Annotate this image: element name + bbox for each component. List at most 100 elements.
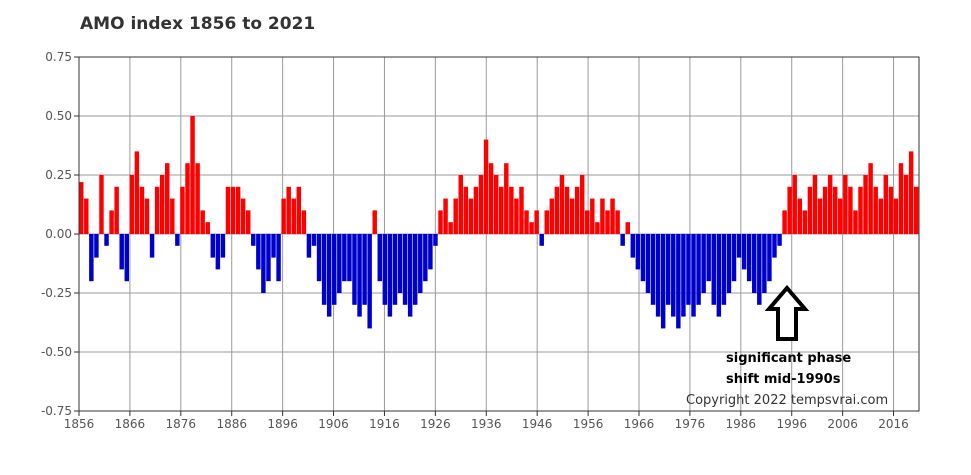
bar (514, 198, 519, 234)
bar (185, 163, 190, 234)
bar (777, 234, 782, 246)
bar (326, 234, 332, 317)
bar (407, 234, 413, 317)
bar (731, 234, 737, 282)
bar (544, 210, 549, 234)
bar (736, 234, 742, 258)
bar (337, 234, 342, 293)
chart-title: AMO index 1856 to 2021 (80, 14, 316, 34)
bar (134, 151, 140, 234)
bar (210, 234, 216, 258)
bar (579, 175, 585, 234)
bar (412, 234, 418, 305)
bar (529, 222, 534, 234)
bar (438, 210, 443, 234)
bar (721, 234, 727, 305)
bar (99, 175, 104, 234)
bar (129, 175, 135, 234)
bar (139, 186, 145, 234)
bar (767, 234, 772, 282)
x-tick-label: 1876 (166, 417, 197, 431)
bar (858, 186, 863, 234)
x-tick-label: 1946 (522, 417, 553, 431)
bar (316, 234, 322, 282)
bar (89, 234, 94, 282)
bar (291, 198, 296, 234)
bar (418, 234, 423, 293)
bar (817, 198, 823, 234)
bar (281, 198, 286, 234)
bar (701, 234, 706, 293)
bar (807, 186, 813, 234)
y-tick-label: 0.00 (45, 227, 72, 241)
y-tick-label: 0.75 (45, 50, 72, 64)
bar (372, 210, 377, 234)
bar-series (79, 116, 919, 329)
bar (908, 151, 914, 234)
bar (549, 198, 555, 234)
bar (402, 234, 408, 305)
bar (144, 198, 150, 234)
x-tick-label: 1886 (216, 417, 247, 431)
bar (205, 222, 210, 234)
bar (458, 175, 463, 234)
x-tick-label: 1896 (267, 417, 298, 431)
bar (347, 234, 352, 282)
bar (610, 198, 615, 234)
bar (215, 234, 221, 270)
bar (493, 175, 499, 234)
bar (159, 175, 165, 234)
bar (524, 210, 529, 234)
bar (600, 198, 605, 234)
copyright-text: Copyright 2022 tempsvrai.com (686, 393, 888, 408)
bar (539, 234, 544, 246)
bar (276, 234, 281, 282)
bar (478, 175, 484, 234)
bar (615, 210, 620, 234)
bar (397, 234, 403, 293)
bar (873, 186, 878, 234)
bar (671, 234, 676, 317)
x-tick-label: 1936 (471, 417, 502, 431)
x-tick-label: 1906 (318, 417, 349, 431)
bar (382, 234, 388, 305)
bar (352, 234, 357, 305)
x-tick-label: 1956 (573, 417, 604, 431)
bar (822, 186, 828, 234)
bar (200, 210, 205, 234)
bar (681, 234, 686, 317)
bar (590, 198, 595, 234)
bar (585, 210, 590, 234)
bar (559, 175, 565, 234)
bar (311, 234, 317, 246)
annotation-line-1: significant phase (726, 351, 851, 366)
bar (230, 186, 236, 234)
x-tick-label: 1976 (675, 417, 706, 431)
bar (878, 198, 883, 234)
bar (301, 210, 307, 234)
y-tick-label: -0.50 (41, 345, 72, 359)
bar (716, 234, 722, 317)
bar (104, 234, 109, 246)
x-tick-label: 2016 (878, 417, 909, 431)
bar (79, 182, 84, 234)
bar (686, 234, 691, 305)
bar (893, 198, 899, 234)
bar (256, 234, 261, 270)
bar (357, 234, 362, 317)
bar (772, 234, 777, 258)
bar (655, 234, 661, 317)
bar (832, 186, 838, 234)
y-tick-label: -0.75 (41, 404, 72, 418)
bar (195, 163, 200, 234)
bar (838, 198, 843, 234)
bar (650, 234, 656, 305)
bar (797, 198, 803, 234)
bar (387, 234, 393, 317)
bar (660, 234, 666, 329)
bar (706, 234, 711, 282)
bar (883, 175, 889, 234)
bar (180, 186, 185, 234)
bar (392, 234, 398, 305)
up-arrow-icon (764, 284, 810, 341)
